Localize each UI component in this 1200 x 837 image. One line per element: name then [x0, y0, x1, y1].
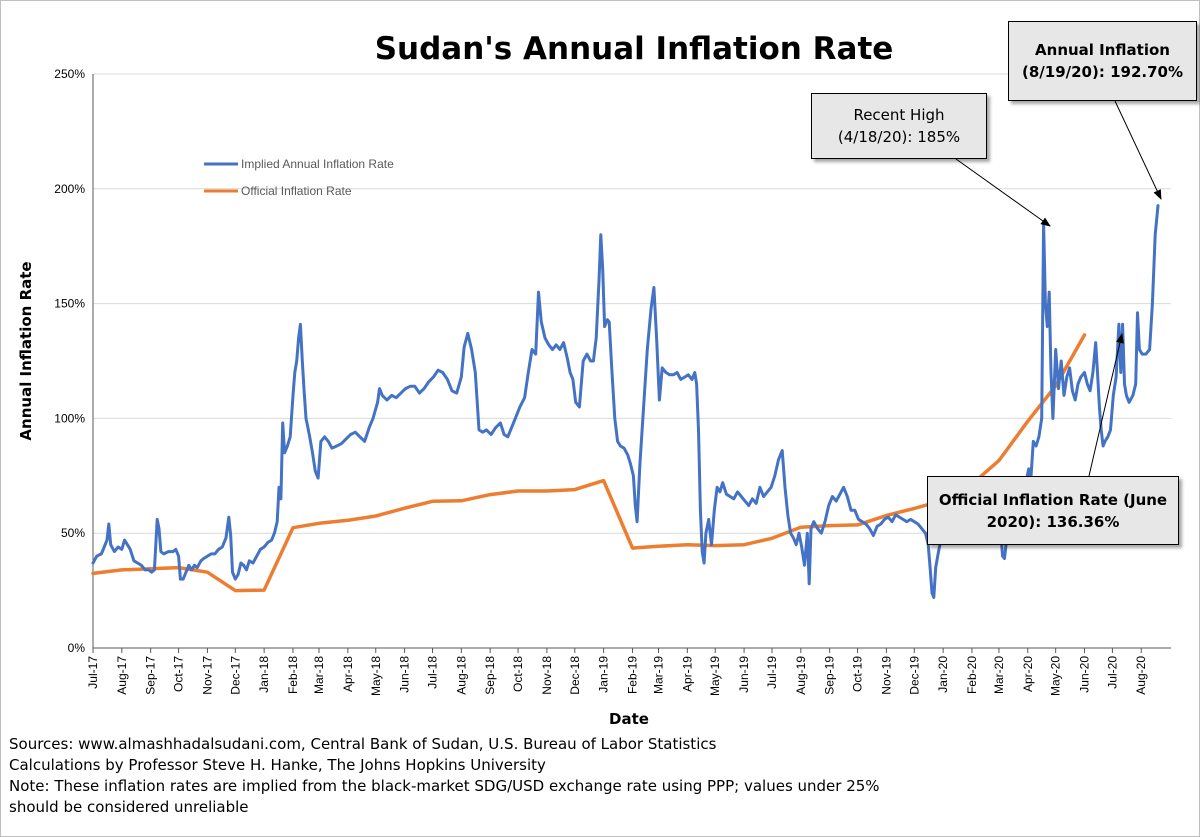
y-tick-label: 50%: [61, 526, 85, 540]
x-tick-label: Jul-20: [1105, 656, 1119, 689]
annotation-arrows: [955, 100, 1162, 477]
x-tick-label: May-19: [708, 656, 722, 696]
x-tick-label: Oct-17: [172, 656, 186, 692]
x-tick-label: Apr-18: [341, 656, 355, 692]
callout-recent-high-line2: (4/18/20): 185%: [837, 128, 961, 146]
y-tick-label: 200%: [54, 182, 85, 196]
callout-annual-inflation-line1: Annual Inflation: [1035, 41, 1170, 59]
x-tick-label: Jul-18: [425, 656, 439, 689]
callout-official-june-line2: 2020): 136.36%: [986, 512, 1120, 531]
x-tick-label: Aug-18: [454, 656, 468, 695]
x-tick-label: Feb-20: [965, 656, 979, 694]
source-notes: Sources: www.almashhadalsudani.com, Cent…: [9, 734, 1159, 818]
legend-label-implied: Implied Annual Inflation Rate: [241, 157, 394, 171]
arrow-annual-inflation: [1114, 100, 1162, 200]
chart-title: Sudan's Annual Inflation Rate: [375, 31, 894, 67]
x-tick-label: Aug-20: [1134, 656, 1148, 695]
x-tick-label: May-18: [369, 656, 383, 696]
y-tick-label: 0%: [68, 641, 86, 655]
legend-label-official: Official Inflation Rate: [241, 184, 352, 198]
note-sources: Sources: www.almashhadalsudani.com, Cent…: [9, 735, 717, 753]
callout-recent-high: Recent High (4/18/20): 185%: [811, 93, 987, 159]
x-tick-labels: Jul-17 Aug-17 Sep-17 Oct-17 Nov-17 Dec-17 Jan-…: [86, 648, 1148, 696]
note-reliability: should be considered unreliable: [9, 798, 249, 816]
legend: Implied Annual Inflation Rate Official I…: [204, 157, 394, 198]
x-tick-label: Sep-19: [823, 656, 837, 695]
series-line-official: [91, 333, 1087, 593]
x-tick-label: Feb-18: [286, 656, 300, 694]
x-tick-label: Feb-19: [625, 656, 639, 694]
y-tick-label: 100%: [54, 411, 85, 425]
x-tick-label: Nov-18: [540, 656, 554, 695]
x-tick-label: Dec-18: [568, 656, 582, 695]
x-tick-label: Nov-19: [879, 656, 893, 695]
x-tick-label: Mar-18: [312, 656, 326, 694]
x-tick-label: Aug-17: [115, 656, 129, 695]
x-tick-label: Dec-19: [907, 656, 921, 695]
x-tick-label: Sep-17: [144, 656, 158, 695]
x-tick-label: Jul-19: [765, 656, 779, 689]
callout-annual-inflation: Annual Inflation (8/19/20): 192.70%: [1008, 21, 1197, 101]
y-tick-label: 150%: [54, 297, 85, 311]
note-calculations: Calculations by Professor Steve H. Hanke…: [9, 756, 546, 774]
x-tick-label: Oct-18: [511, 656, 525, 692]
x-tick-label: Jun-18: [398, 656, 412, 693]
arrow-official-june: [1088, 333, 1124, 477]
x-tick-label: Mar-20: [992, 656, 1006, 694]
y-tick-label: 250%: [54, 67, 85, 81]
x-axis-title: Date: [609, 710, 649, 728]
x-tick-label: Jan-18: [257, 656, 271, 693]
y-tick-labels: 0% 50% 100% 150% 200% 250%: [54, 67, 85, 655]
callout-official-june: Official Inflation Rate (June 2020): 136…: [927, 476, 1179, 545]
x-tick-label: Apr-19: [680, 656, 694, 692]
note-methodology: Note: These inflation rates are implied …: [9, 777, 880, 795]
x-tick-label: Jun-20: [1077, 656, 1091, 693]
callout-recent-high-line1: Recent High: [853, 106, 945, 124]
callout-official-june-line1: Official Inflation Rate (June: [938, 490, 1168, 509]
x-tick-label: Sep-18: [483, 656, 497, 695]
x-tick-label: Jun-19: [737, 656, 751, 693]
x-tick-label: Apr-20: [1021, 656, 1035, 692]
arrow-recent-high: [955, 158, 1051, 227]
x-tick-label: Jul-17: [86, 656, 100, 689]
x-tick-label: Oct-19: [851, 656, 865, 692]
x-tick-label: Aug-19: [794, 656, 808, 695]
x-tick-label: Dec-17: [228, 656, 242, 695]
x-tick-label: May-20: [1049, 656, 1063, 696]
x-tick-label: Nov-17: [200, 656, 214, 695]
y-axis-title: Annual Inflation Rate: [17, 261, 35, 440]
x-tick-label: Jan-19: [597, 656, 611, 693]
callout-annual-inflation-line2: (8/19/20): 192.70%: [1022, 63, 1183, 81]
x-tick-label: Jan-20: [936, 656, 950, 693]
x-tick-label: Mar-19: [652, 656, 666, 694]
